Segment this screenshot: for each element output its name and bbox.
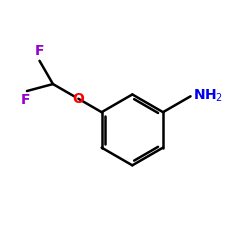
Text: O: O [72,92,84,106]
Text: NH$_2$: NH$_2$ [192,88,223,104]
Text: F: F [35,44,44,58]
Text: F: F [21,94,30,108]
